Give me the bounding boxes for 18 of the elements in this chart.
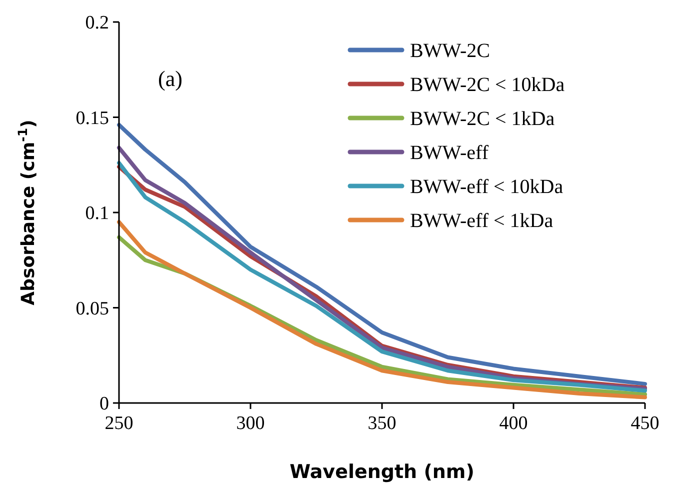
x-tick-label: 250 [104, 413, 134, 434]
y-tick-label: 0.15 [76, 108, 109, 129]
x-tick-label: 400 [499, 413, 528, 434]
y-tick-label: 0.2 [85, 12, 109, 34]
legend-label: BWW-2C [410, 40, 490, 62]
y-tick-label: 0.05 [76, 298, 109, 320]
legend-label: BWW-eff < 10kDa [410, 176, 564, 198]
x-tick-label: 450 [630, 413, 660, 434]
legend-label: BWW-2C < 10kDa [410, 74, 565, 96]
x-tick-label: 300 [236, 413, 265, 434]
annotation: (a) [158, 66, 182, 91]
y-tick-label: 0.1 [85, 203, 109, 224]
y-tick-label: 0 [100, 394, 109, 415]
legend-label: BWW-eff < 1kDa [410, 210, 554, 232]
x-axis-title: Wavelength (nm) [290, 461, 474, 483]
legend-label: BWW-2C < 1kDa [410, 108, 555, 130]
x-tick-label: 350 [368, 413, 396, 434]
legend-label: BWW-eff [410, 142, 489, 164]
